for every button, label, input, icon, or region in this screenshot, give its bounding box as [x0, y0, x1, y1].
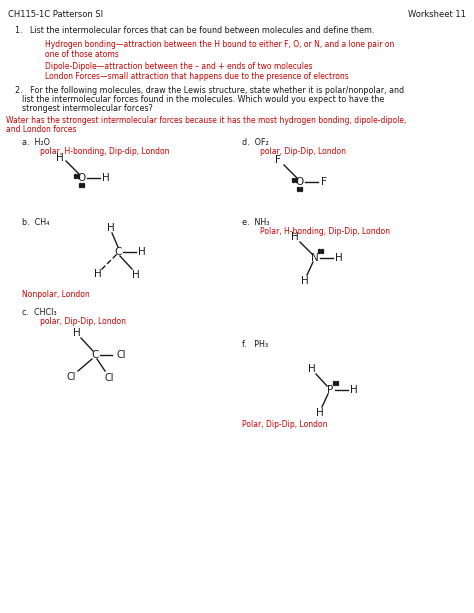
Text: London Forces—small attraction that happens due to the presence of electrons: London Forces—small attraction that happ…	[45, 72, 349, 81]
Text: H: H	[308, 364, 316, 374]
Text: b.  CH₄: b. CH₄	[22, 218, 49, 227]
Text: one of those atoms: one of those atoms	[45, 50, 119, 59]
Text: strongest intermolecular forces?: strongest intermolecular forces?	[22, 104, 153, 113]
Text: Dipole-Dipole—attraction between the – and + ends of two molecules: Dipole-Dipole—attraction between the – a…	[45, 62, 313, 71]
Text: F: F	[321, 177, 327, 187]
Text: Hydrogen bonding—attraction between the H bound to either F, O, or N, and a lone: Hydrogen bonding—attraction between the …	[45, 40, 394, 49]
Text: H: H	[335, 253, 343, 263]
Text: f.   PH₃: f. PH₃	[242, 340, 268, 349]
Text: and London forces: and London forces	[6, 125, 76, 134]
Text: Water has the strongest intermolecular forces because it has the most hydrogen b: Water has the strongest intermolecular f…	[6, 116, 406, 125]
Text: polar, Dip-Dip, London: polar, Dip-Dip, London	[260, 147, 346, 156]
Text: list the intermolecular forces found in the molecules. Which would you expect to: list the intermolecular forces found in …	[22, 95, 384, 104]
Text: polar, H-bonding, Dip-dip, London: polar, H-bonding, Dip-dip, London	[40, 147, 170, 156]
Text: CH115-1C Patterson SI: CH115-1C Patterson SI	[8, 10, 103, 19]
Text: H: H	[301, 276, 309, 286]
Text: H: H	[350, 385, 358, 395]
Text: c.  CHCl₃: c. CHCl₃	[22, 308, 56, 317]
Text: C: C	[114, 247, 122, 257]
Text: Cl: Cl	[104, 373, 114, 383]
Text: F: F	[275, 155, 281, 165]
Text: polar, Dip-Dip, London: polar, Dip-Dip, London	[40, 317, 126, 326]
Text: H: H	[73, 328, 81, 338]
Text: Worksheet 11: Worksheet 11	[408, 10, 466, 19]
Text: P: P	[327, 385, 333, 395]
Text: Cl: Cl	[116, 350, 126, 360]
Text: a.  H₂O: a. H₂O	[22, 138, 50, 147]
Text: Nonpolar, London: Nonpolar, London	[22, 290, 90, 299]
Text: O: O	[78, 173, 86, 183]
Text: H: H	[94, 269, 102, 279]
Text: H: H	[138, 247, 146, 257]
Text: d.  OF₂: d. OF₂	[242, 138, 269, 147]
Text: H: H	[102, 173, 110, 183]
Text: 2.   For the following molecules, draw the Lewis structure, state whether it is : 2. For the following molecules, draw the…	[15, 86, 404, 95]
Text: H: H	[291, 232, 299, 242]
Text: H: H	[316, 408, 324, 418]
Text: 1.   List the intermolecular forces that can be found between molecules and defi: 1. List the intermolecular forces that c…	[15, 26, 374, 35]
Text: H: H	[107, 223, 115, 233]
Text: Cl: Cl	[66, 372, 76, 382]
Text: e.  NH₃: e. NH₃	[242, 218, 270, 227]
Text: H: H	[132, 270, 140, 280]
Text: Polar, Dip-Dip, London: Polar, Dip-Dip, London	[242, 420, 328, 429]
Text: C: C	[91, 350, 99, 360]
Text: Polar, H-bonding, Dip-Dip, London: Polar, H-bonding, Dip-Dip, London	[260, 227, 390, 236]
Text: O: O	[296, 177, 304, 187]
Text: N: N	[311, 253, 319, 263]
Text: H: H	[56, 153, 64, 163]
